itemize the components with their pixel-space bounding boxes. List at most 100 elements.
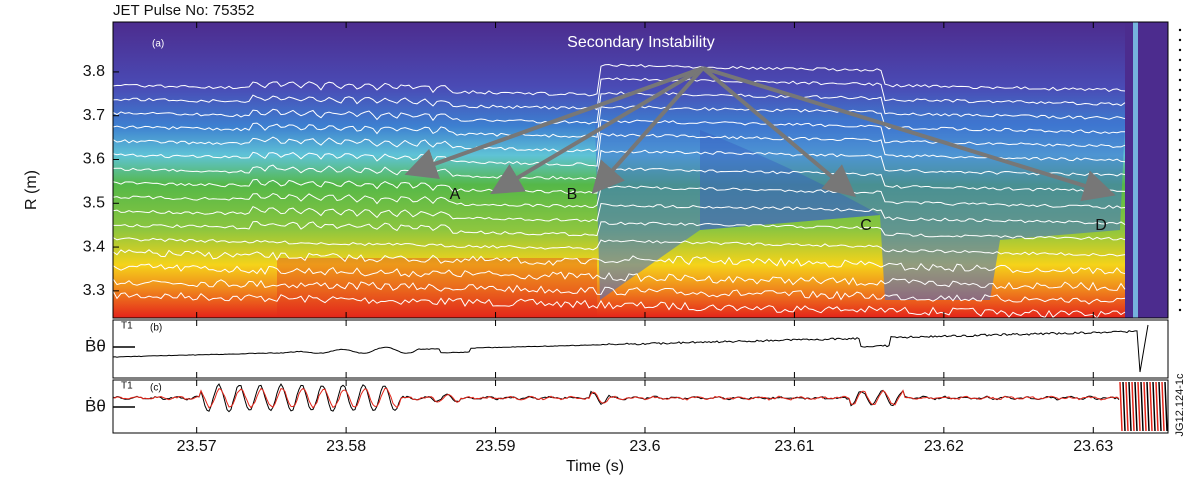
contour-line [112, 149, 1126, 181]
trace-c-burst [1152, 381, 1156, 432]
contour-line [112, 63, 1126, 97]
contour-line [112, 249, 1126, 275]
contour-line [112, 132, 1126, 167]
trace-c-burst [1128, 381, 1132, 432]
panel-frame [112, 319, 1169, 379]
channel-dot [1178, 198, 1182, 202]
panel-tag: (a) [152, 39, 164, 50]
arrow [404, 66, 704, 179]
trace-c-burst [1143, 381, 1147, 432]
channel-dot [1178, 48, 1182, 52]
x-axis-label: Time (s) [566, 458, 624, 475]
channel-dot [1178, 168, 1182, 172]
traces [112, 324, 1168, 432]
trace-c-burst [1119, 381, 1123, 432]
contour-line [112, 119, 1126, 153]
contour-line [112, 290, 1126, 319]
trace-c-burst [1131, 381, 1135, 432]
arrow [701, 66, 857, 198]
trace-c-burst [1155, 381, 1159, 432]
red-block [277, 258, 597, 318]
channel-dot [1178, 108, 1182, 112]
contour-line [112, 91, 1126, 125]
x-tick-label: 23.61 [774, 438, 814, 455]
channel-dot [1178, 218, 1182, 222]
contour-line [112, 263, 1126, 291]
channel-dot [1178, 148, 1182, 152]
channel-dot [1178, 248, 1182, 252]
panel-a: Secondary Instability A B C D (a) [112, 22, 1168, 319]
channel-dot [1178, 138, 1182, 142]
channel-dot [1178, 258, 1182, 262]
contour-line [112, 237, 1126, 257]
channel-dot [1178, 68, 1182, 72]
y-tick-label: 3.5 [83, 194, 105, 211]
y-tick-label: 3.6 [83, 151, 105, 168]
trace-c [112, 387, 1120, 409]
marker-label: A [450, 186, 461, 203]
channel-dot [1178, 238, 1182, 242]
arrow [490, 66, 705, 195]
trace-c-burst [1137, 381, 1141, 432]
channel-dot [1178, 58, 1182, 62]
channel-dot [1178, 38, 1182, 42]
arrow [591, 66, 705, 194]
blue-region [700, 130, 880, 230]
trace-c-burst [1146, 381, 1150, 432]
contour-line [112, 202, 1126, 226]
channel-dot [1178, 188, 1182, 192]
x-tick-label: 23.59 [476, 438, 516, 455]
arrow [702, 66, 1116, 202]
trace-c-burst [1164, 381, 1168, 432]
trace-c-burst [1140, 381, 1144, 432]
channel-dot [1178, 78, 1182, 82]
trace-c-burst [1122, 381, 1126, 432]
trace-c-burst [1158, 381, 1162, 432]
channel-dot [1178, 298, 1182, 302]
y-tick-label: 3.8 [83, 63, 105, 80]
panel-tag: (c) [150, 383, 162, 394]
y-axis-label: R (m) [23, 170, 40, 210]
channel-dot [1178, 128, 1182, 132]
trace-c-burst [1134, 381, 1138, 432]
trace-c-burst [1161, 381, 1165, 432]
x-tick-label: 23.57 [177, 438, 217, 455]
channel-dot [1178, 288, 1182, 292]
channel-dot [1178, 118, 1182, 122]
panel-y-label: Ḃθ [85, 336, 106, 355]
figure-id: JG12.124-1c [1174, 373, 1186, 436]
channel-dot [1178, 308, 1182, 312]
probe-label: T1 [121, 321, 133, 332]
trace-c-burst [1149, 381, 1153, 432]
trace-b [112, 324, 1149, 373]
channel-dot [1178, 178, 1182, 182]
panel-frame [112, 21, 1169, 319]
x-tick-label: 23.62 [924, 438, 964, 455]
contour-line [112, 77, 1126, 111]
marker-label: B [567, 186, 578, 203]
contour-line [112, 278, 1126, 305]
y-tick-label: 3.4 [83, 238, 105, 255]
probe-label: T1 [121, 381, 133, 392]
x-tick-label: 23.6 [629, 438, 660, 455]
trace-c-burst [1125, 381, 1129, 432]
cyan-band [1133, 22, 1138, 318]
x-tick-label: 23.63 [1073, 438, 1113, 455]
x-tick-label: 23.58 [326, 438, 366, 455]
channel-dot [1178, 88, 1182, 92]
purple-edge [1125, 22, 1168, 318]
contour-line [112, 105, 1126, 138]
annotation: Secondary Instability [567, 34, 715, 51]
marker-label: C [860, 217, 872, 234]
channel-dot [1178, 98, 1182, 102]
title: JET Pulse No: 75352 [113, 2, 254, 19]
channel-dot [1178, 268, 1182, 272]
channel-dot [1178, 278, 1182, 282]
contour-line [113, 220, 1126, 241]
axes: (b) T1 Ḃθ (c) T1 Ḃθ 3.3 3.4 3.5 3.6 3.7 3.8 23.57 23.… [83, 21, 1182, 455]
channel-dot [1178, 28, 1182, 32]
channel-dot [1178, 228, 1182, 232]
blue-region [595, 120, 1125, 300]
y-tick-label: 3.7 [83, 107, 105, 124]
